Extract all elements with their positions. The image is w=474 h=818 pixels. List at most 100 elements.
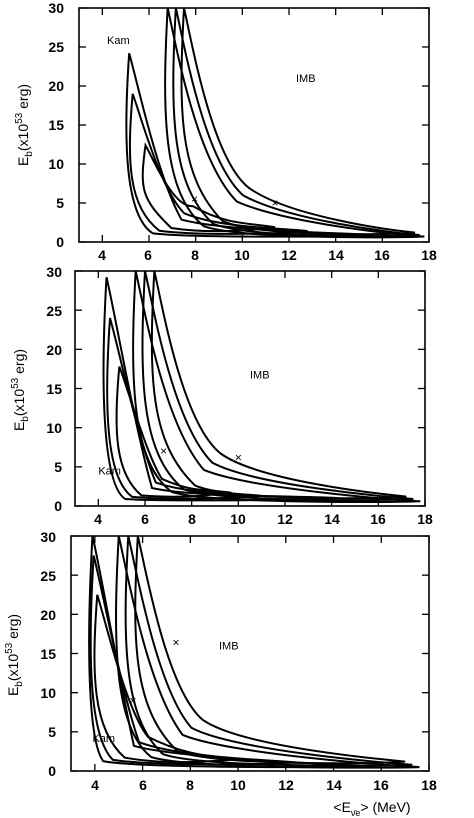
y-tick-label: 10 [48,156,64,172]
label-imb: IMB [296,73,316,85]
y-tick-label: 15 [46,381,62,397]
y-axis-title-main: E [5,687,21,696]
y-tick-label: 0 [56,234,64,250]
x-axis-title-open: <E [333,799,351,815]
y-axis-title: Eb(x1053 erg) [14,84,35,166]
panel-2: 4 6 8 10 12 14 16 18 0 5 10 15 20 25 30 … [10,264,433,527]
contour-imb [132,271,421,504]
y-tick-label: 0 [54,498,62,514]
panel-3-frame [70,535,430,772]
x-axis-title: <Eν̄e> (MeV) [333,799,410,818]
x-tick-label: 6 [139,777,147,793]
panel-2-y-ticks: 0 5 10 15 20 25 30 [46,264,425,514]
contour-imb [180,8,416,236]
contour-imb [150,271,407,500]
y-tick-label: 0 [48,763,56,779]
y-tick-label: 25 [40,568,56,584]
label-imb: IMB [250,369,270,381]
panel-2-annotations: Kam IMB [98,369,269,477]
y-axis-title-main: E [11,422,27,431]
x-axis-title-sub: ν̄e [351,808,361,818]
y-tick-label: 5 [56,195,64,211]
y-tick-label: 30 [46,264,62,280]
y-tick-label: 25 [48,39,64,55]
x-axis-title-close: > (MeV) [360,799,410,815]
panel-3-x-ticks: 4 6 8 10 12 14 16 18 [91,536,437,793]
y-axis-title-sub: b [24,151,35,157]
x-tick-label: 8 [191,247,199,263]
y-axis-title-sup: 53 [14,112,25,124]
y-tick-label: 15 [48,117,64,133]
panel-1-x-ticks: 4 6 8 10 12 14 16 18 [98,8,437,263]
contour-imb [124,536,413,767]
panel-1: 4 6 8 10 12 14 16 18 0 5 10 15 20 25 30 … [14,0,437,263]
contour-kam [106,317,262,500]
panel-3-annotations: Kam IMB [92,641,238,745]
x-tick-label: 14 [326,777,342,793]
y-axis-title-close: erg) [5,614,21,643]
y-tick-label: 20 [40,607,56,623]
contour-imb [172,8,420,238]
contour-kam [141,142,276,233]
y-axis-title-open: (x10 [11,389,27,416]
x-tick-label: 18 [421,247,437,263]
y-tick-label: 10 [46,420,62,436]
y-tick-label: 5 [48,724,56,740]
x-tick-label: 10 [230,511,246,527]
label-kam: Kam [107,35,130,47]
best-fit-marker-imb: × [271,196,278,210]
y-tick-label: 20 [46,342,62,358]
contour-kam [125,52,374,238]
x-tick-label: 16 [374,247,390,263]
y-axis-title-sup: 53 [10,377,21,389]
panel-3-y-ticks: 0 5 10 15 20 25 30 [40,529,429,779]
x-tick-label: 16 [373,777,389,793]
contour-kam [89,555,296,766]
y-tick-label: 30 [48,0,64,16]
y-tick-label: 20 [48,78,64,94]
panel-1-markers: × × [191,192,279,210]
y-tick-label: 30 [40,529,56,545]
panel-2-x-ticks: 4 6 8 10 12 14 16 18 [94,271,433,527]
y-axis-title-sub: b [20,416,31,422]
x-tick-label: 8 [188,511,196,527]
y-tick-label: 25 [46,303,62,319]
x-tick-label: 12 [278,777,294,793]
y-axis-title-sub: b [14,681,25,687]
y-axis-title-open: (x10 [5,654,21,681]
y-axis-title-main: E [15,157,31,166]
panel-1-contours [125,8,425,239]
x-tick-label: 4 [98,247,106,263]
panel-3: 4 6 8 10 12 14 16 18 0 5 10 15 20 25 30 … [4,529,437,818]
y-tick-label: 5 [54,459,62,475]
x-tick-label: 14 [324,511,340,527]
y-axis-title-sup: 53 [4,642,15,654]
panel-3-markers: ×× [130,636,180,708]
y-axis-title: Eb(x1053 erg) [4,614,25,696]
x-tick-label: 4 [94,511,102,527]
x-tick-label: 6 [141,511,149,527]
x-tick-label: 12 [281,247,297,263]
x-tick-label: 8 [186,777,194,793]
y-axis-title-open: (x10 [15,124,31,151]
x-tick-label: 14 [328,247,344,263]
contour-imb [115,536,420,769]
panel-1-annotations: Kam IMB [107,35,316,85]
x-tick-label: 18 [421,777,437,793]
y-tick-label: 10 [40,685,56,701]
x-tick-label: 10 [230,777,246,793]
panel-3-contours [88,536,420,769]
x-tick-label: 10 [234,247,250,263]
best-fit-marker-imb: × [173,636,180,650]
x-tick-label: 18 [417,511,433,527]
y-tick-label: 15 [40,646,56,662]
x-tick-label: 12 [277,511,293,527]
panel-2-markers: × × [160,444,242,464]
best-fit-marker-kam: × [191,192,198,206]
y-axis-title-close: erg) [11,349,27,378]
best-fit-marker-kam: × [160,444,167,458]
x-tick-label: 16 [370,511,386,527]
best-fit-marker-imb: × [235,450,242,464]
x-tick-label: 4 [91,777,99,793]
